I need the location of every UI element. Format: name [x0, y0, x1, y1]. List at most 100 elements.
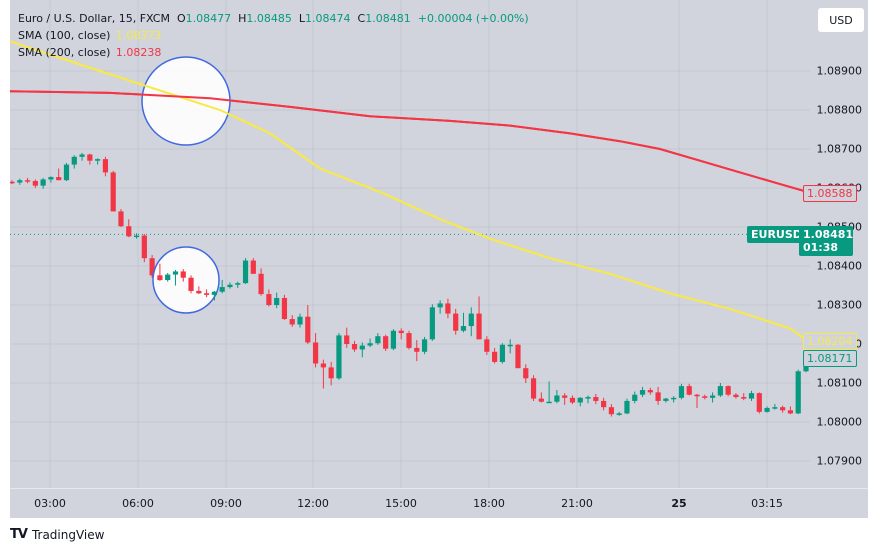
- sma-line-overlay: [9, 90, 811, 194]
- candle: [717, 383, 723, 398]
- time-tick-label: 25: [671, 497, 687, 510]
- candle: [406, 330, 412, 350]
- sma-line-overlay: [9, 40, 811, 344]
- indicator-name: SMA (100, close): [18, 29, 111, 42]
- candle: [733, 393, 739, 399]
- time-axis[interactable]: 03:00 06:00 09:00 12:00 15:00 18:00 21:00 25 03:…: [10, 488, 868, 519]
- candle: [250, 258, 256, 274]
- candle: [102, 156, 109, 177]
- candle: [71, 155, 77, 169]
- candle: [515, 344, 521, 369]
- candle: [375, 333, 381, 345]
- price-tick-label: 1.08900: [816, 64, 863, 78]
- time-tick-label: 06:00: [122, 497, 154, 510]
- close-label: C: [357, 12, 366, 25]
- candle: [562, 393, 568, 405]
- candle-body: [211, 291, 217, 295]
- candle: [24, 177, 31, 184]
- candle: [678, 383, 685, 400]
- candle: [297, 313, 303, 328]
- candle: [336, 333, 342, 380]
- candle: [312, 333, 319, 368]
- candle: [507, 339, 513, 354]
- candle: [414, 340, 420, 362]
- candle: [569, 395, 576, 405]
- candle: [79, 152, 85, 161]
- candle: [686, 383, 692, 396]
- price-tick-label: 1.08100: [816, 376, 863, 390]
- sma100-price-tag: 1.08204: [803, 333, 857, 350]
- candle: [655, 386, 661, 405]
- candle: [748, 390, 755, 401]
- candle: [281, 294, 288, 320]
- candle: [624, 398, 630, 415]
- candle: [663, 397, 669, 403]
- candle: [756, 392, 762, 414]
- time-tick-label: 03:00: [34, 497, 66, 510]
- candle: [538, 392, 544, 403]
- candle: [795, 369, 801, 415]
- indicator-sma100[interactable]: SMA (100, close) 1.08373: [18, 27, 529, 44]
- currency-button[interactable]: USD: [818, 8, 864, 32]
- candle: [258, 268, 264, 296]
- candle: [445, 298, 451, 319]
- time-tick-label: 03:15: [751, 497, 783, 510]
- candle: [351, 340, 358, 352]
- change-value: +0.00004 (+0.00%): [417, 12, 529, 25]
- candle: [149, 255, 155, 278]
- candle: [616, 411, 622, 416]
- candle: [383, 334, 389, 352]
- close-value: 1.08481: [365, 12, 411, 25]
- candle: [772, 404, 778, 410]
- indicator-name: SMA (200, close): [18, 46, 111, 59]
- candle: [554, 390, 560, 404]
- candle: [227, 282, 233, 289]
- candle: [320, 359, 326, 389]
- candle: [741, 393, 747, 401]
- candle: [546, 381, 552, 404]
- candle: [328, 361, 334, 386]
- candle: [530, 375, 537, 401]
- high-value: 1.08485: [246, 12, 292, 25]
- price-tick-label: 1.08300: [816, 298, 863, 312]
- candle: [390, 329, 397, 351]
- sma200-price-tag: 1.08588: [803, 185, 857, 202]
- last-price-tag: 1.08481 01:38: [799, 226, 853, 256]
- candle: [601, 397, 607, 411]
- price-tick-label: 1.08800: [816, 103, 863, 117]
- candle: [421, 336, 428, 355]
- time-tick-label: 12:00: [297, 497, 329, 510]
- symbol-description[interactable]: Euro / U.S. Dollar, 15, FXCM: [18, 12, 170, 25]
- candle: [274, 292, 280, 309]
- indicator-value: 1.08373: [115, 29, 162, 42]
- indicator-sma200[interactable]: SMA (200, close) 1.08238: [18, 44, 529, 61]
- candle: [118, 209, 124, 227]
- candle: [460, 312, 467, 333]
- candle: [9, 180, 15, 185]
- chart-frame: Euro / U.S. Dollar, 15, FXCM O1.08477 H1…: [9, 0, 868, 519]
- candle: [608, 404, 614, 417]
- candle: [266, 289, 272, 307]
- candle: [492, 347, 498, 364]
- candle: [725, 385, 731, 397]
- footer[interactable]: TV TradingView: [10, 527, 104, 542]
- candle: [110, 170, 116, 212]
- candle: [702, 394, 708, 400]
- candle: [694, 393, 700, 408]
- candle: [647, 387, 653, 395]
- candle: [56, 168, 62, 181]
- candle-body: [180, 271, 186, 278]
- candle: [523, 364, 529, 383]
- annotation-circle: [152, 246, 220, 314]
- chart-legend: Euro / U.S. Dollar, 15, FXCM O1.08477 H1…: [18, 10, 529, 61]
- bar-countdown: 01:38: [803, 241, 839, 254]
- candle-body: [204, 293, 210, 295]
- candle-body: [188, 277, 194, 291]
- low-value: 1.08474: [305, 12, 351, 25]
- low-label: L: [298, 12, 306, 25]
- candle: [242, 258, 249, 284]
- candle: [126, 219, 132, 238]
- price-tick-label: 1.07900: [816, 454, 863, 468]
- chart-plot-area[interactable]: Euro / U.S. Dollar, 15, FXCM O1.08477 H1…: [9, 0, 811, 488]
- price-tick-label: 1.08000: [816, 415, 863, 429]
